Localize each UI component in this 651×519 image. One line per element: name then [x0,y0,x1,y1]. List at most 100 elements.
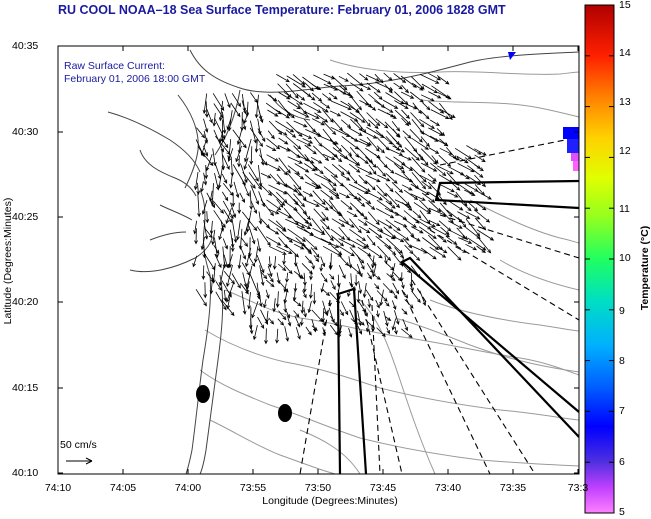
current-vector [337,325,342,339]
current-vector [436,75,450,85]
current-vector [303,236,318,251]
current-vector [419,153,429,166]
current-vector [209,274,214,295]
current-vector [305,326,312,336]
current-vector [303,199,320,207]
colorbar-tick-label: 13 [619,96,631,108]
current-vector [230,238,235,253]
current-vector [295,326,301,340]
current-vector [421,181,433,190]
current-vector [338,192,351,199]
x-tick-label: 74:05 [109,482,137,494]
current-vector [348,127,363,136]
current-vector [278,236,289,249]
current-vector [465,243,478,251]
current-vector [330,100,352,111]
current-vector [321,211,329,221]
current-vector [394,100,409,109]
current-vector [366,191,384,201]
current-vector [429,119,440,126]
current-vector [338,219,355,228]
current-vector [221,299,235,317]
current-vector [356,166,373,175]
current-vector [436,128,446,137]
current-vector [231,218,238,244]
current-vector [340,111,359,122]
current-vector [429,246,447,258]
current-vector [449,180,461,191]
current-vector [322,319,326,327]
current-vector [440,226,450,235]
current-vector [476,235,492,254]
current-vector [282,254,286,266]
current-vector [384,301,390,307]
y-axis-label: Latitude (Degrees:Minutes) [2,197,14,325]
current-vector [243,157,249,170]
current-vector [238,228,243,250]
scale-label: 50 cm/s [60,439,97,451]
current-vector [323,175,337,187]
figure-title: RU COOL NOAA–18 Sea Surface Temperature:… [58,3,506,17]
current-vector [337,289,341,300]
current-vector [428,100,445,114]
current-vector [465,218,481,237]
current-vector [320,219,331,230]
current-vector [448,200,464,211]
current-vector [301,263,313,275]
current-vector [277,318,285,326]
current-vector [276,245,293,254]
current-vector [375,81,394,91]
current-vector [195,289,207,307]
current-vector [331,245,343,256]
current-vector [438,220,452,232]
current-vector [348,183,369,195]
current-vector [375,299,380,309]
current-vector [392,137,403,148]
current-vector [266,163,281,171]
current-vector [320,238,340,248]
current-vector [390,263,396,279]
current-vector [356,199,366,207]
current-vector [223,209,233,223]
current-vector [358,174,368,185]
current-vector [248,172,262,190]
current-vector [283,264,293,275]
current-vector [329,324,339,336]
current-vector [292,299,302,307]
current-vector [221,173,228,184]
current-vector [376,145,385,154]
current-vector [311,127,321,137]
current-vector [214,253,222,269]
current-vector [475,201,487,211]
current-vector [229,172,233,189]
current-vector [203,118,209,133]
current-vector [349,112,366,123]
current-vector [260,218,271,229]
current-vector [464,189,476,196]
current-vector [410,166,427,183]
current-vector [311,325,318,331]
current-vector [249,127,264,148]
x-axis-label: Longitude (Degrees:Minutes) [262,495,398,507]
current-vector [413,202,431,215]
current-vector [357,325,362,335]
current-vector [385,156,405,170]
scale-arrow [66,457,93,465]
current-vector [357,310,362,327]
current-vector [373,91,383,101]
current-vector [400,256,405,268]
current-vector [385,92,405,105]
current-vector [311,218,325,235]
current-vector [239,192,246,204]
current-vector [313,235,333,245]
current-vector [222,154,230,171]
current-vector [197,193,201,218]
current-vector [412,217,432,230]
current-vector [201,265,206,281]
current-vector [322,120,337,136]
current-vector [307,301,312,314]
current-vector [245,247,252,268]
current-vector [237,202,242,215]
current-vector [312,164,324,175]
current-vector [421,192,436,203]
